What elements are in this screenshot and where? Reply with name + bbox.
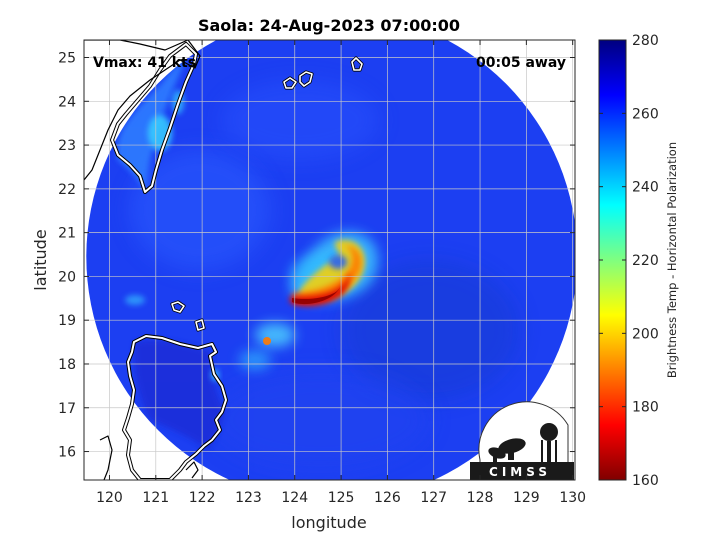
colorbar-tick-label: 220 bbox=[632, 253, 659, 269]
colorbar-tick-label: 280 bbox=[632, 33, 659, 49]
convective-spot bbox=[263, 337, 271, 345]
y-tick-label: 17 bbox=[58, 401, 76, 417]
coastline-luzon bbox=[99, 334, 228, 480]
x-tick-label: 122 bbox=[189, 490, 216, 506]
y-axis: 16 17 18 19 20 21 22 23 24 25 bbox=[58, 51, 575, 461]
x-tick-label: 127 bbox=[420, 490, 447, 506]
x-tick-label: 129 bbox=[513, 490, 540, 506]
eyewall-outer bbox=[300, 240, 365, 302]
microwave-swath bbox=[86, 40, 575, 480]
rainband-spot bbox=[239, 350, 271, 370]
colorbar-ticks: 160 180 200 220 240 260 280 bbox=[599, 33, 659, 489]
chart-title: Saola: 24-Aug-2023 07:00:00 bbox=[198, 16, 460, 35]
y-tick-label: 21 bbox=[58, 226, 76, 242]
y-tick-label: 20 bbox=[58, 269, 76, 285]
colorbar-gradient bbox=[598, 39, 627, 481]
plot-frame bbox=[83, 39, 576, 481]
x-tick-label: 130 bbox=[559, 490, 586, 506]
x-tick-label: 123 bbox=[235, 490, 262, 506]
colorbar-tick-label: 180 bbox=[632, 400, 659, 416]
coastline-taiwan bbox=[110, 42, 198, 194]
swath-texture bbox=[340, 260, 520, 400]
y-tick-label: 16 bbox=[58, 445, 76, 461]
x-tick-label: 128 bbox=[467, 490, 494, 506]
logo-banner bbox=[470, 462, 574, 480]
swath-texture bbox=[130, 150, 270, 270]
cimss-logo: CIMSS bbox=[470, 401, 574, 481]
vmax-annotation: Vmax: 41 kts bbox=[93, 55, 196, 71]
rainband-spot bbox=[255, 323, 295, 347]
water-tower-icon bbox=[540, 423, 558, 462]
y-tick-label: 25 bbox=[58, 51, 76, 67]
x-tick-label: 121 bbox=[142, 490, 169, 506]
colorbar-tick-label: 240 bbox=[632, 180, 659, 196]
x-tick-label: 124 bbox=[281, 490, 308, 506]
coastline-mainland bbox=[84, 40, 201, 181]
y-tick-label: 24 bbox=[58, 94, 76, 110]
satellite-dish-icon bbox=[488, 438, 526, 462]
colorbar-label: Brightness Temp - Horizontal Polarizatio… bbox=[665, 142, 679, 378]
coastline-small-islands bbox=[170, 56, 364, 332]
y-tick-label: 19 bbox=[58, 313, 76, 329]
x-axis-label: longitude bbox=[291, 513, 366, 532]
colorbar: 160 180 200 220 240 260 280 Brightness Temp - … bbox=[598, 33, 679, 489]
eyewall-red bbox=[290, 270, 350, 307]
coastlines bbox=[84, 40, 364, 480]
convective-spot bbox=[125, 295, 145, 305]
swath-texture bbox=[210, 370, 430, 470]
swath-features bbox=[116, 60, 520, 470]
eyewall-red-core bbox=[292, 285, 341, 305]
x-tick-label: 126 bbox=[374, 490, 401, 506]
logo-text: CIMSS bbox=[489, 465, 551, 479]
colorbar-tick-label: 260 bbox=[632, 106, 659, 122]
y-axis-label: latitude bbox=[31, 229, 50, 290]
colorbar-tick-label: 160 bbox=[632, 473, 659, 489]
y-tick-label: 18 bbox=[58, 357, 76, 373]
y-tick-label: 22 bbox=[58, 182, 76, 198]
storm-eye bbox=[329, 255, 347, 269]
colorbar-tick-label: 200 bbox=[632, 326, 659, 342]
y-tick-label: 23 bbox=[58, 138, 76, 154]
x-axis: 120 121 122 123 124 125 126 127 128 129 130 bbox=[96, 40, 586, 506]
swath-texture bbox=[220, 80, 380, 160]
x-tick-label: 125 bbox=[328, 490, 355, 506]
time-away-annotation: 00:05 away bbox=[476, 55, 566, 71]
x-tick-label: 120 bbox=[96, 490, 123, 506]
